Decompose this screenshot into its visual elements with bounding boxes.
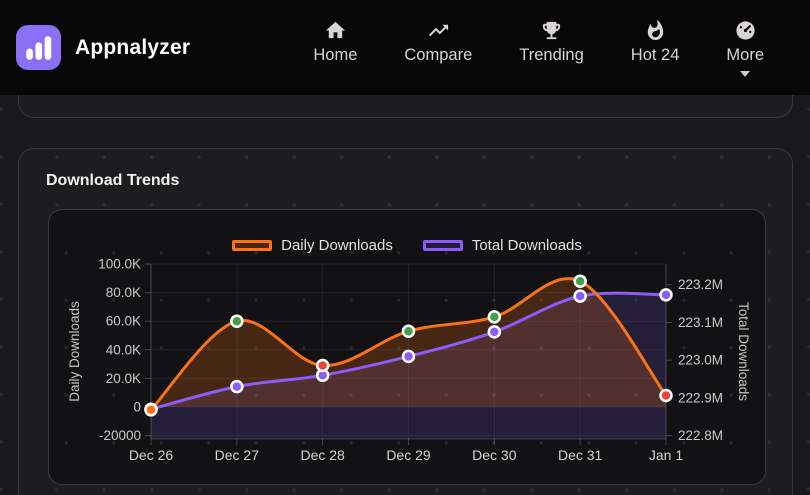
chart-panel: Daily Downloads Total Downloads 100.0K 80…: [48, 209, 766, 485]
left-axis-tick-label: -20000: [99, 428, 141, 443]
right-axis-tick-label: 223.1M: [678, 315, 723, 330]
x-axis-label: Dec 29: [386, 447, 431, 463]
right-axis-tick-label: 222.9M: [678, 390, 723, 405]
nav-item-trending[interactable]: Trending: [519, 19, 584, 77]
nav-label: Compare: [404, 45, 473, 64]
axis-lines: [150, 264, 667, 440]
left-axis-title: Daily Downloads: [67, 301, 82, 402]
legend-swatch-orange: [232, 239, 273, 251]
trending-up-icon: [427, 19, 450, 42]
nav-item-hot24[interactable]: Hot 24: [630, 19, 680, 77]
download-trends-chart: 100.0K 80.0K 60.0K 40.0K 20.0K 0 -20000 223.2M 2…: [67, 257, 751, 464]
nav-item-home[interactable]: Home: [313, 19, 357, 77]
legend-swatch-purple: [422, 239, 463, 251]
trophy-icon: [540, 19, 563, 42]
left-axis-tick-label: 40.0K: [106, 342, 141, 357]
brand[interactable]: Appnalyzer: [16, 25, 190, 70]
right-axis-title: Total Downloads: [736, 302, 751, 401]
home-icon: [324, 19, 347, 42]
left-axis-tick-label: 20.0K: [106, 371, 141, 386]
x-axis-label: Dec 26: [129, 447, 174, 463]
data-point[interactable]: [573, 289, 587, 303]
left-axis-tick-label: 0: [133, 400, 141, 415]
data-point[interactable]: [230, 379, 244, 394]
legend-label: Total Downloads: [471, 236, 582, 254]
total-downloads-area: [151, 293, 666, 439]
right-axis-tick-label: 222.8M: [678, 428, 723, 443]
data-point[interactable]: [230, 314, 244, 328]
card-title: Download Trends: [46, 172, 180, 189]
legend-item-total-downloads[interactable]: Total Downloads: [422, 236, 582, 254]
left-axis-tick-label: 80.0K: [106, 285, 141, 300]
data-point[interactable]: [401, 324, 416, 338]
page-content: Download Trends Daily Downloads Total Do…: [0, 68, 810, 495]
data-point[interactable]: [573, 274, 587, 288]
main-nav: Home Compare Trending Hot 24 More: [313, 19, 764, 77]
app-header: Appnalyzer Home Compare Trending Hot 24: [0, 0, 810, 95]
data-point[interactable]: [401, 349, 416, 364]
right-axis-tick-label: 223.2M: [678, 277, 723, 292]
nav-label: Home: [313, 45, 358, 64]
x-axis-label: Dec 31: [558, 447, 603, 463]
nav-item-more[interactable]: More: [726, 19, 764, 77]
download-trends-card: Download Trends Daily Downloads Total Do…: [18, 148, 793, 495]
data-point[interactable]: [315, 358, 330, 373]
nav-item-compare[interactable]: Compare: [404, 19, 472, 77]
data-point[interactable]: [144, 403, 158, 417]
legend-label: Daily Downloads: [281, 236, 393, 254]
x-axis-label: Dec 30: [472, 447, 517, 463]
bar-chart-icon: [26, 36, 52, 60]
left-axis-tick-label: 100.0K: [98, 257, 141, 272]
brand-logo-icon: [16, 25, 61, 70]
app-title: Appnalyzer: [75, 35, 191, 59]
chevron-down-icon: [740, 70, 751, 77]
x-axis-label: Dec 28: [300, 447, 345, 463]
chart-legend: Daily Downloads Total Downloads: [49, 235, 765, 255]
data-point[interactable]: [659, 388, 673, 403]
data-point[interactable]: [487, 325, 502, 339]
gauge-icon: [734, 19, 757, 42]
data-point[interactable]: [487, 310, 502, 324]
left-axis-tick-label: 60.0K: [106, 314, 141, 329]
nav-label: Trending: [519, 45, 584, 64]
right-axis-tick-label: 223.0M: [678, 353, 723, 368]
nav-label: More: [726, 45, 764, 64]
x-axis-label: Jan 1: [649, 447, 683, 463]
flame-icon: [644, 19, 667, 42]
data-point[interactable]: [659, 288, 673, 302]
nav-label: Hot 24: [630, 45, 680, 64]
x-axis-label: Dec 27: [215, 447, 260, 463]
legend-item-daily-downloads[interactable]: Daily Downloads: [232, 237, 393, 254]
